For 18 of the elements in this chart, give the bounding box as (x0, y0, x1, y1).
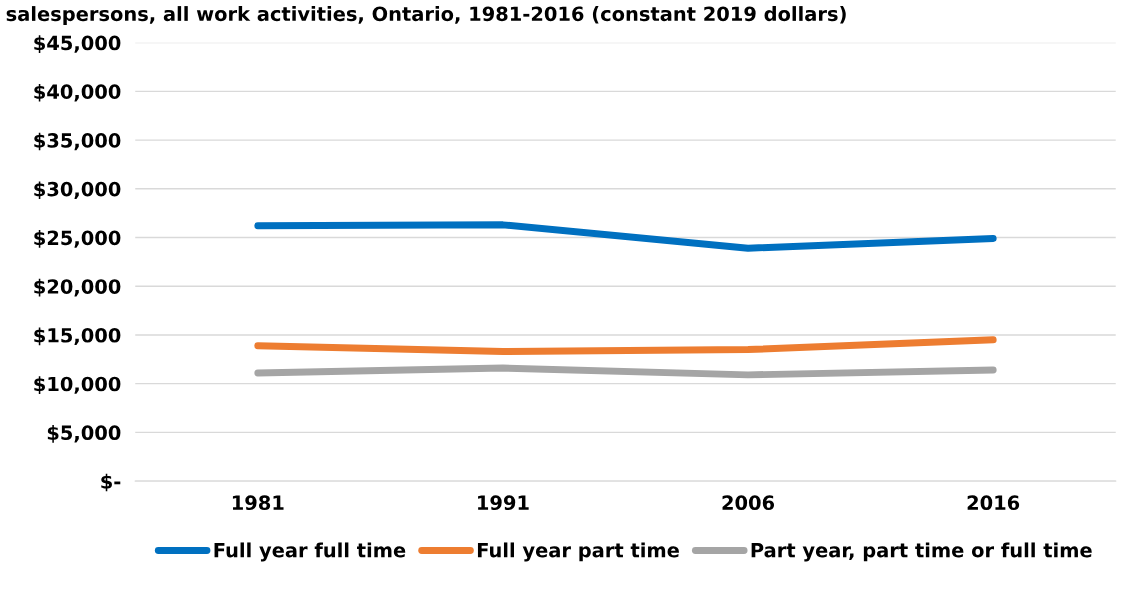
y-tick-label: $20,000 (34, 278, 121, 297)
x-tick-label: 1981 (232, 495, 284, 511)
x-tick-label: 2006 (722, 495, 775, 511)
legend-label: Full year full time (214, 542, 406, 562)
y-tick-label: $10,000 (34, 376, 121, 394)
chart-title: salespersons, all work activities, Ontario, 1981-2016 (constant 2019 dollars) (6, 6, 846, 25)
legend-label: Part year, part time or full time (751, 542, 1092, 562)
y-tick-label: $- (101, 473, 121, 492)
legend-label: Full year part time (477, 542, 679, 562)
y-tick-label: $5,000 (47, 425, 121, 443)
y-tick-label: $30,000 (34, 181, 121, 200)
y-tick-label: $45,000 (34, 35, 121, 53)
y-tick-label: $25,000 (34, 230, 121, 248)
y-tick-label: $15,000 (34, 327, 121, 346)
y-tick-label: $40,000 (34, 83, 121, 102)
x-tick-label: 1991 (478, 495, 529, 511)
y-tick-label: $35,000 (34, 132, 121, 151)
x-tick-label: 2016 (967, 495, 1020, 511)
